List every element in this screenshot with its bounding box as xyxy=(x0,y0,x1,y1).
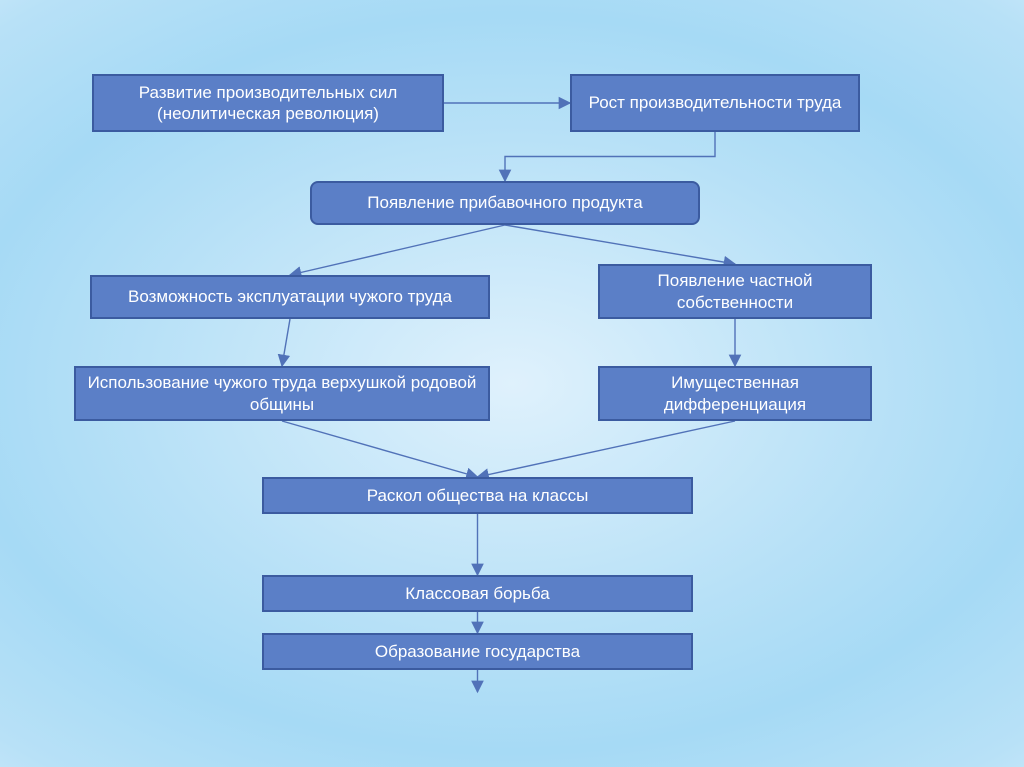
flowchart-node: Возможность эксплуатации чужого труда xyxy=(90,275,490,319)
flowchart-node: Образование государства xyxy=(262,633,693,670)
flowchart-node: Раскол общества на классы xyxy=(262,477,693,514)
flowchart-node: Развитие производительных сил (неолитиче… xyxy=(92,74,444,132)
flowchart-node: Появление прибавочного продукта xyxy=(310,181,700,225)
flowchart-node: Использование чужого труда верхушкой род… xyxy=(74,366,490,421)
flowchart-node: Появление частной собственности xyxy=(598,264,872,319)
diagram-stage: Развитие производительных сил (неолитиче… xyxy=(0,0,1024,767)
flowchart-node: Имущественная дифференциация xyxy=(598,366,872,421)
flowchart-node: Классовая борьба xyxy=(262,575,693,612)
flowchart-node: Рост производительности труда xyxy=(570,74,860,132)
